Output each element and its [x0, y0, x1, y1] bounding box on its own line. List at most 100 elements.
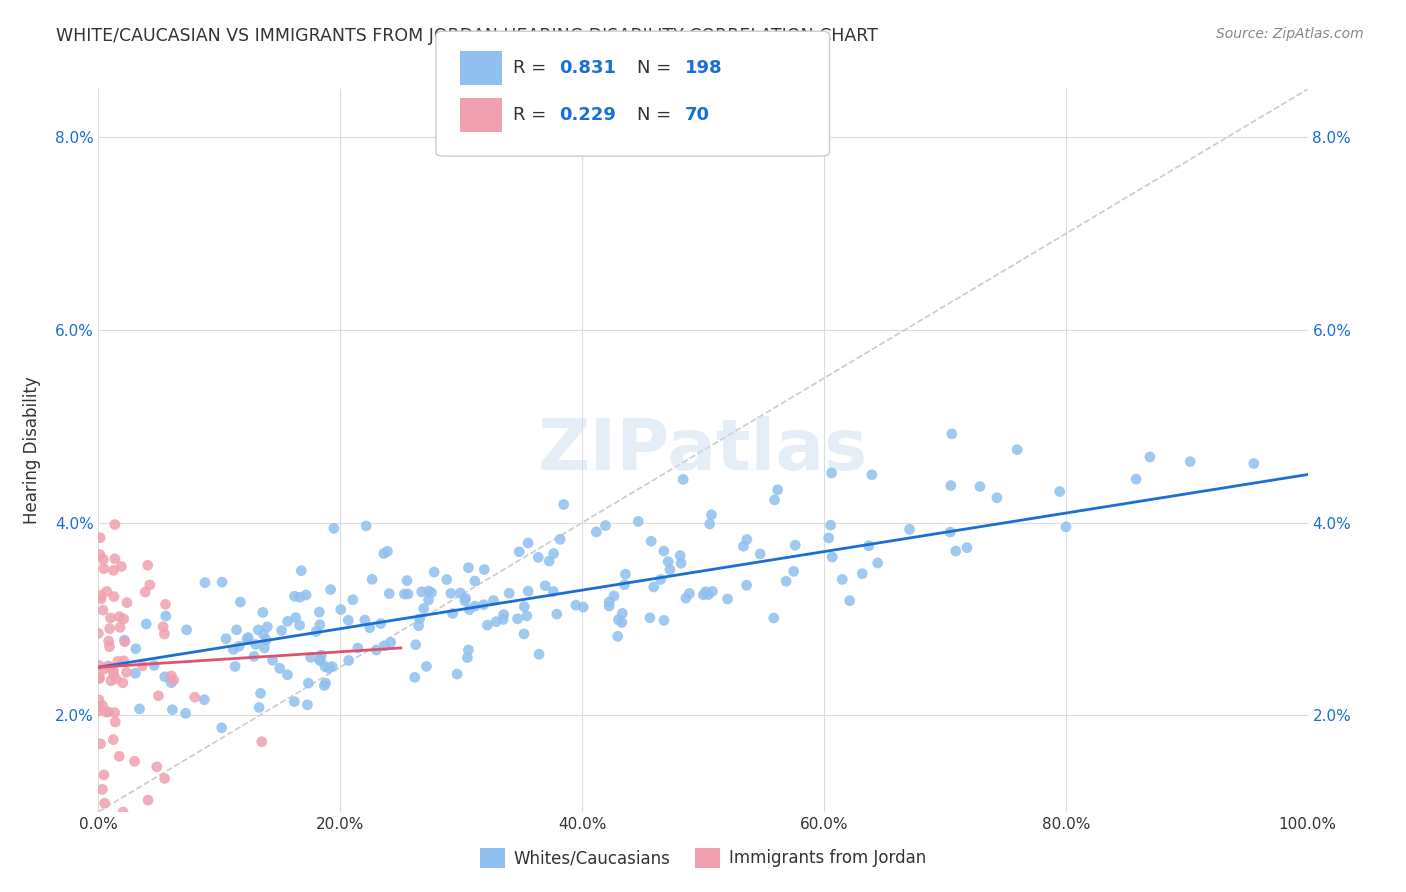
Point — [153, 772, 176, 786]
Point — [308, 653, 330, 667]
Point — [115, 665, 138, 680]
Text: R =: R = — [513, 59, 553, 77]
Point — [898, 522, 921, 536]
Text: 70: 70 — [685, 106, 710, 124]
Point — [152, 620, 174, 634]
Point — [378, 586, 401, 600]
Point — [262, 653, 284, 667]
Point — [454, 591, 477, 606]
Point — [446, 667, 468, 681]
Point — [174, 706, 197, 721]
Point — [831, 573, 853, 587]
Point — [160, 669, 183, 683]
Point — [986, 491, 1008, 505]
Point — [553, 498, 575, 512]
Point — [361, 572, 384, 586]
Point — [91, 782, 114, 797]
Point — [678, 586, 700, 600]
Point — [100, 660, 122, 674]
Point — [643, 580, 665, 594]
Text: ZIPatlas: ZIPatlas — [538, 416, 868, 485]
Point — [97, 659, 120, 673]
Point — [162, 703, 184, 717]
Point — [565, 598, 588, 612]
Point — [243, 649, 266, 664]
Point — [103, 665, 125, 679]
Point — [314, 678, 336, 692]
Point — [108, 609, 131, 624]
Point — [353, 613, 375, 627]
Point — [675, 591, 697, 606]
Text: 0.229: 0.229 — [560, 106, 616, 124]
Point — [253, 640, 276, 655]
Point — [412, 601, 434, 615]
Point — [658, 563, 681, 577]
Point — [359, 621, 381, 635]
Point — [297, 676, 319, 690]
Point — [342, 592, 364, 607]
Point — [1180, 455, 1202, 469]
Point — [89, 737, 111, 751]
Point — [858, 539, 880, 553]
Point — [153, 627, 176, 641]
Point — [851, 566, 873, 581]
Text: 198: 198 — [685, 59, 723, 77]
Point — [941, 426, 963, 441]
Text: Source: ZipAtlas.com: Source: ZipAtlas.com — [1216, 27, 1364, 41]
Point — [93, 552, 115, 566]
Point — [733, 539, 755, 553]
Point — [283, 590, 305, 604]
Point — [112, 654, 135, 668]
Point — [408, 618, 430, 632]
Point — [89, 658, 111, 673]
Point — [136, 793, 159, 807]
Point — [89, 670, 111, 684]
Point — [418, 593, 440, 607]
Point — [449, 586, 471, 600]
Point — [103, 563, 125, 577]
Point — [613, 578, 636, 592]
Point — [411, 584, 433, 599]
Point — [98, 640, 121, 654]
Point — [245, 637, 267, 651]
Point — [534, 579, 557, 593]
Point — [250, 734, 273, 748]
Point — [125, 641, 148, 656]
Point — [93, 662, 115, 676]
Point — [215, 632, 238, 646]
Point — [112, 612, 135, 626]
Point — [238, 631, 260, 645]
Point — [224, 659, 246, 673]
Point — [160, 675, 183, 690]
Point — [135, 617, 157, 632]
Point — [610, 615, 633, 630]
Point — [657, 555, 679, 569]
Point — [229, 595, 252, 609]
Point — [396, 587, 419, 601]
Point — [457, 643, 479, 657]
Point — [155, 597, 177, 611]
Point — [638, 611, 661, 625]
Point — [395, 574, 418, 588]
Point — [124, 754, 146, 768]
Point — [516, 608, 538, 623]
Point — [128, 702, 150, 716]
Point — [404, 670, 426, 684]
Point — [482, 593, 505, 607]
Point — [290, 564, 312, 578]
Point — [485, 615, 508, 629]
Point — [418, 584, 440, 599]
Point — [236, 632, 259, 647]
Point — [783, 565, 806, 579]
Point — [211, 575, 233, 590]
Point — [420, 585, 443, 599]
Point — [100, 611, 122, 625]
Point — [104, 706, 127, 720]
Point — [373, 547, 395, 561]
Point — [252, 627, 274, 641]
Point — [838, 593, 860, 607]
Point — [508, 545, 530, 559]
Point — [315, 676, 337, 690]
Point — [1054, 520, 1077, 534]
Point — [305, 624, 328, 639]
